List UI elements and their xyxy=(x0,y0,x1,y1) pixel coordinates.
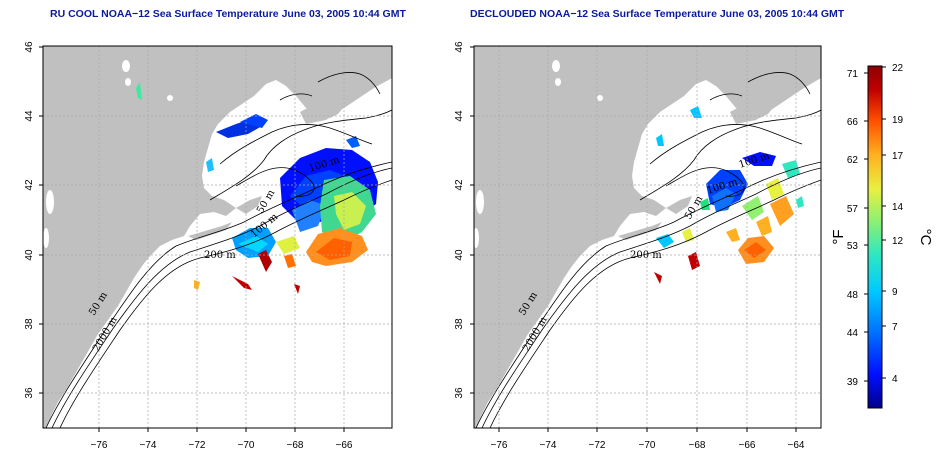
map-panel-left: 50 m 2000 m 200 m 100 m 50 m 100 m −76 −… xyxy=(24,41,393,451)
colorbar-f-label: 71 xyxy=(847,69,859,80)
colorbar-c-label: 9 xyxy=(892,287,898,298)
celsius-tick-labels: 22 19 17 14 12 9 7 4 xyxy=(892,63,904,385)
lat-tick-label: 42 xyxy=(24,179,35,191)
lat-tick-labels-right: 36 38 40 42 44 46 xyxy=(454,41,465,399)
lon-tick-label: −68 xyxy=(689,440,706,451)
lon-tick-label: −74 xyxy=(540,440,557,451)
island-long-island-left xyxy=(188,222,232,240)
land-mass-left xyxy=(43,46,392,428)
colorbar-f-label: 66 xyxy=(847,117,859,128)
lon-tick-labels-right: −76 −74 −72 −70 −68 −66 −64 xyxy=(491,440,805,451)
map-title-right: DECLOUDED NOAA−12 Sea Surface Temperatur… xyxy=(470,8,845,20)
bathymetry-contours-right xyxy=(475,72,821,428)
colorbar-gradient xyxy=(867,65,883,409)
colorbar: 71 66 62 57 53 48 44 39 22 19 17 14 12 9… xyxy=(830,63,934,409)
lon-tick-label: −64 xyxy=(788,440,805,451)
tick-marks-right xyxy=(470,46,797,432)
colorbar-f-label: 44 xyxy=(847,328,859,339)
lat-tick-label: 44 xyxy=(454,110,465,122)
lat-tick-label: 40 xyxy=(24,249,35,261)
lon-tick-label: −74 xyxy=(140,440,157,451)
island-cape-cod-left xyxy=(236,196,262,214)
map-title-left: RU COOL NOAA−12 Sea Surface Temperature … xyxy=(50,8,406,20)
island-long-island-right xyxy=(618,222,662,240)
fahrenheit-unit-label: °F xyxy=(830,229,847,244)
lon-tick-label: −66 xyxy=(739,440,756,451)
lat-tick-label: 36 xyxy=(24,387,35,399)
colorbar-f-label: 62 xyxy=(847,155,859,166)
lon-tick-label: −70 xyxy=(639,440,656,451)
colorbar-c-label: 17 xyxy=(892,151,904,162)
colorbar-f-label: 48 xyxy=(847,290,859,301)
colorbar-c-label: 7 xyxy=(892,322,898,333)
celsius-unit-label: °C xyxy=(917,229,934,246)
colorbar-c-label: 4 xyxy=(892,374,898,385)
lon-tick-label: −70 xyxy=(238,440,255,451)
lat-tick-label: 46 xyxy=(454,41,465,53)
lat-tick-label: 40 xyxy=(454,249,465,261)
contour-label-200m-left: 200 m xyxy=(204,250,236,261)
lon-tick-label: −68 xyxy=(287,440,304,451)
lat-tick-label: 42 xyxy=(454,179,465,191)
colorbar-ticks xyxy=(864,66,886,382)
tick-marks-left xyxy=(39,46,345,432)
graticule-right xyxy=(474,46,821,428)
sst-patches-left xyxy=(136,82,378,294)
island-cape-cod-right xyxy=(666,196,692,214)
lon-tick-label: −72 xyxy=(589,440,606,451)
island-nova-scotia-left xyxy=(300,62,392,124)
lat-tick-label: 44 xyxy=(24,110,35,122)
sst-patches-right xyxy=(654,106,804,284)
lon-tick-label: −76 xyxy=(491,440,508,451)
colorbar-c-label: 14 xyxy=(892,202,904,213)
colorbar-c-label: 22 xyxy=(892,63,904,74)
lat-tick-label: 46 xyxy=(24,41,35,53)
island-nova-scotia-right xyxy=(730,62,821,124)
lon-tick-label: −66 xyxy=(336,440,353,451)
lat-tick-label: 36 xyxy=(454,387,465,399)
lat-tick-label: 38 xyxy=(24,318,35,330)
contour-label-100m-b-right: 100 m xyxy=(738,150,772,170)
colorbar-f-label: 53 xyxy=(847,241,859,252)
land-mass-right xyxy=(474,46,821,428)
map-frame-left xyxy=(42,45,393,429)
colorbar-c-label: 12 xyxy=(892,236,904,247)
map-panel-right: 50 m 2000 m 200 m 100 m 50 m 100 m −76 −… xyxy=(454,41,822,451)
lon-tick-label: −72 xyxy=(189,440,206,451)
contour-label-200m-right: 200 m xyxy=(630,250,662,261)
colorbar-f-label: 39 xyxy=(847,377,859,388)
lat-tick-labels-left: 36 38 40 42 44 46 xyxy=(24,41,35,399)
fahrenheit-tick-labels: 71 66 62 57 53 48 44 39 xyxy=(847,69,859,388)
lat-tick-label: 38 xyxy=(454,318,465,330)
lon-tick-labels-left: −76 −74 −72 −70 −68 −66 xyxy=(91,440,353,451)
colorbar-c-label: 19 xyxy=(892,115,904,126)
lon-tick-label: −76 xyxy=(91,440,108,451)
colorbar-f-label: 57 xyxy=(847,204,859,215)
